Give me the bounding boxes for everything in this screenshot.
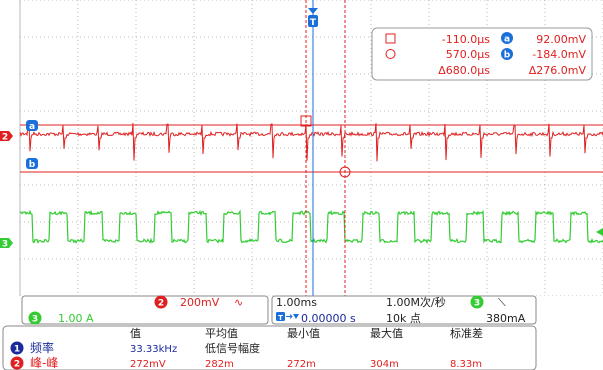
measure-label: 频率 [30,340,54,355]
trigger-position-icon[interactable]: T [308,8,318,28]
ch3-trigger-level-arrow[interactable] [596,228,603,236]
trigger-position-value: 0.00000 s [301,312,356,325]
cursor-b-badge-icon: b [501,48,513,61]
svg-text:3: 3 [2,240,8,250]
svg-text:3: 3 [474,299,480,309]
cursor-readout-panel: -110.0µs 570.0µs Δ680.0µs a b 92.00mV -1… [371,27,593,81]
svg-text:b: b [504,51,511,61]
svg-text:2: 2 [2,133,8,143]
svg-text:b: b [29,160,36,170]
measure-std: 8.33m [450,359,482,370]
cursor-b-value: -184.0mV [532,48,586,61]
svg-text:a: a [504,35,510,45]
trigger-position-small-icon: T [276,312,299,322]
svg-text:T: T [278,314,283,322]
measure-value: 272mV [130,359,166,370]
ch2-scale: 200mV [180,296,220,309]
measure-min: 272m [287,359,316,370]
status-bar: 2 200mV ∿ 3 1.00 A 1.00ms 1.00M次/秒 T 0.0… [0,295,603,370]
record-length: 10k 点 [386,312,421,325]
ch2-badge-icon: 2 [154,295,168,309]
measure-header-min: 最小值 [287,327,320,340]
measure-max: 304m [370,359,399,370]
cursor-delta-value: Δ276.0mV [529,64,587,77]
svg-text:3: 3 [32,315,38,325]
svg-text:2: 2 [14,360,20,370]
ch3-scale: 1.00 A [58,312,94,325]
measure-row-peak-to-peak[interactable]: 2 峰-峰 272mV 282m 272m 304m 8.33m [10,356,483,370]
trigger-channel-badge-icon: 3 [470,295,484,309]
ch3-waveform [19,209,603,245]
cursor-a-square-icon [385,33,396,44]
timebase: 1.00ms [276,296,317,309]
measure-header-value: 值 [130,327,141,340]
ch3-offset-marker[interactable]: 3 [0,238,13,250]
measure-subheader: 低信号幅度 [205,341,260,355]
measure-header-mean: 平均值 [205,327,238,340]
cursor-a-label-icon: a [26,120,38,132]
ch2-offset-marker[interactable]: 2 [0,131,13,143]
measure-mean: 282m [205,359,234,370]
cursor-a-time: -110.0µs [442,33,490,46]
ch3-badge-icon: 3 [28,311,42,325]
cursor-b-circle-marker [339,166,351,178]
ch2-waveform [19,123,603,162]
measure-row-frequency[interactable]: 1 频率 33.33kHz [10,340,178,355]
ch2-coupling-icon: ∿ [234,296,243,309]
svg-text:2: 2 [158,299,164,309]
cursor-a-badge-icon: a [501,32,513,45]
measure-value: 33.33kHz [130,344,177,355]
svg-text:1: 1 [14,345,20,355]
cursor-a-value: 92.00mV [536,33,586,46]
measure-label: 峰-峰 [30,356,58,370]
cursor-b-circle-icon [385,49,396,59]
trigger-label: T [310,18,317,28]
ch1-badge-icon: 1 [10,341,24,355]
trigger-level: 380mA [486,312,526,325]
measure-header-max: 最大值 [370,326,403,340]
cursor-b-time: 570.0µs [446,48,490,61]
trigger-slope-icon: ⟍ [498,296,506,309]
svg-text:a: a [29,122,35,132]
measure-header-std: 标准差 [450,326,483,340]
ch2-badge-icon: 2 [10,356,24,370]
sample-rate: 1.00M次/秒 [386,295,446,309]
horizontal-trigger-panel[interactable]: 1.00ms 1.00M次/秒 T 0.00000 s 10k 点 3 ⟍ 38… [271,295,537,325]
cursor-a-square-marker [300,115,312,127]
vertical-settings-panel[interactable]: 2 200mV ∿ 3 1.00 A [21,295,269,326]
measurements-panel[interactable]: 值 平均值 低信号幅度 最小值 最大值 标准差 1 频率 33.33kHz 2 … [2,325,537,370]
cursor-b-label-icon: b [26,158,38,170]
cursor-delta-time: Δ680.0µs [438,64,490,77]
